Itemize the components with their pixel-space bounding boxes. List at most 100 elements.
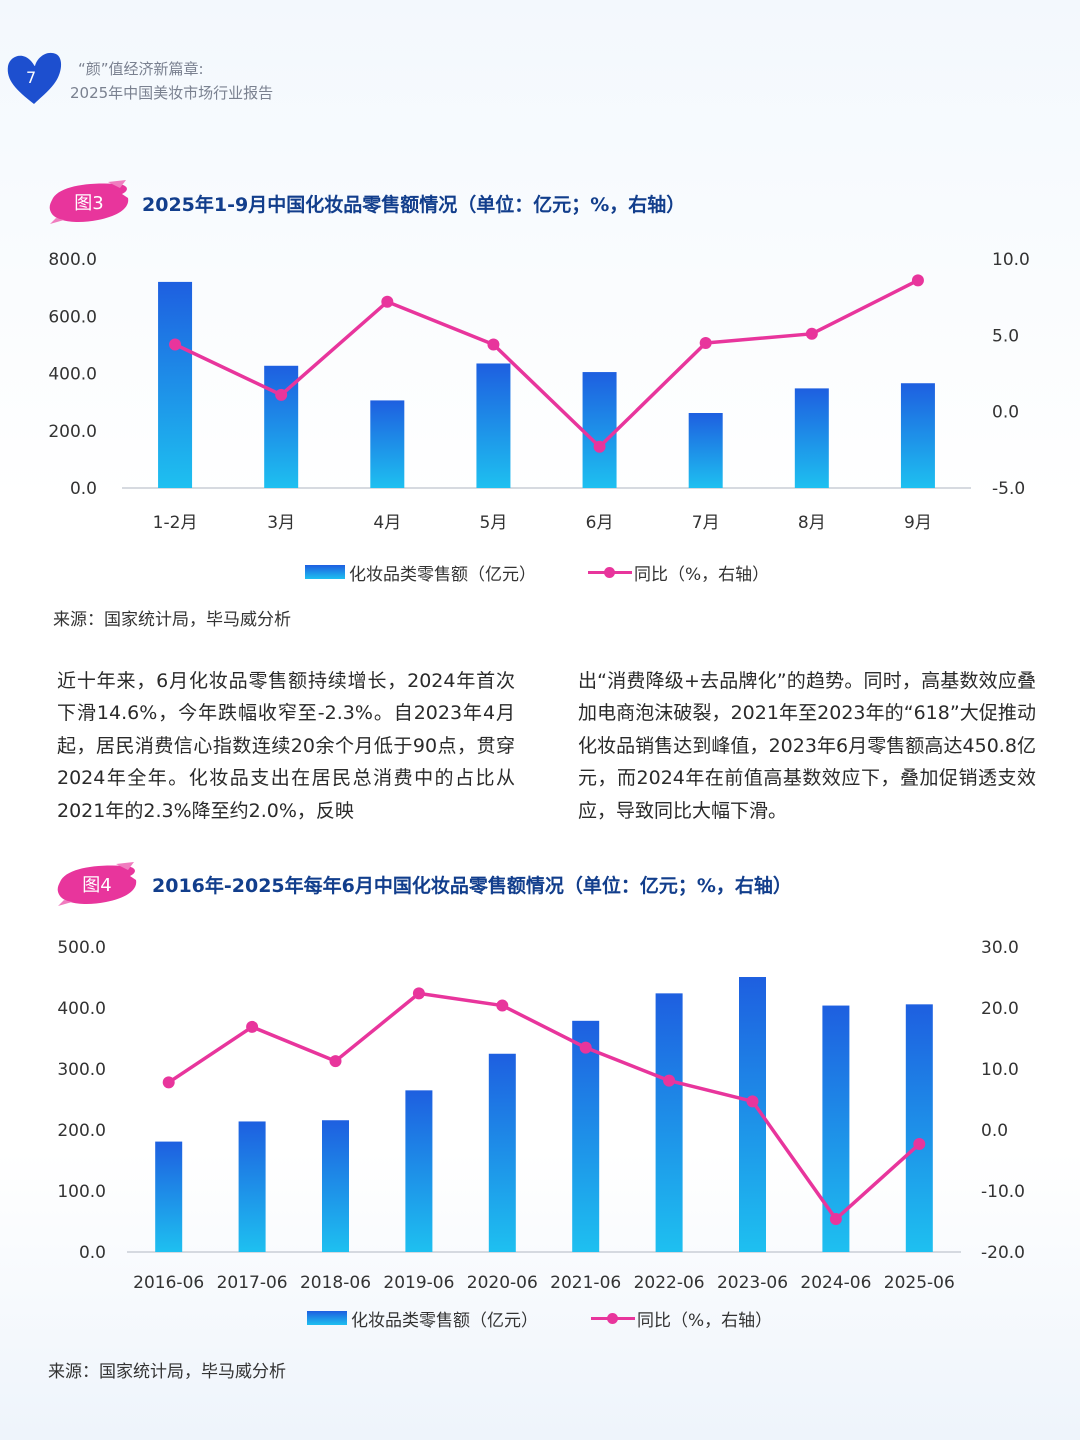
y-right-tick-label: 0.0 xyxy=(981,1121,1008,1141)
y-left-tick-label: 300.0 xyxy=(57,1060,106,1080)
bar-2017-06 xyxy=(238,1121,266,1252)
yoy-line xyxy=(167,991,921,1221)
figure3-title: 2025年1-9月中国化妆品零售额情况（单位：亿元；%，右轴） xyxy=(142,194,686,216)
yoy-point-8月 xyxy=(805,327,818,340)
yoy-point-7月 xyxy=(699,336,712,349)
y-right-tick-label: 0.0 xyxy=(992,403,1019,423)
bar-5月 xyxy=(476,363,511,488)
bar-2019-06 xyxy=(405,1090,433,1252)
figure4-chart-svg: 0.0 100.0 200.0 300.0 400.0 500.0 -20.0 -10.0 0.… xyxy=(57,938,1025,1293)
yoy-point-2021-06 xyxy=(579,1041,592,1054)
y-left-tick-label: 800.0 xyxy=(48,250,97,270)
y-right-tick-label: 30.0 xyxy=(981,938,1019,958)
bar-2021-06 xyxy=(572,1020,600,1252)
legend-item-sales: 化妆品类零售额（亿元） xyxy=(305,557,536,587)
report-title-line2: 2025年中国美妆市场行业报告 xyxy=(70,84,274,102)
y-right-tick-label: 10.0 xyxy=(981,1060,1019,1080)
bar-8月 xyxy=(794,388,829,488)
y-left-tick-label: 100.0 xyxy=(57,1182,106,1202)
x-tick-label: 2017-06 xyxy=(217,1273,288,1293)
y-left-tick-label: 400.0 xyxy=(57,999,106,1019)
bar-2016-06 xyxy=(155,1141,183,1252)
bar-1-2月 xyxy=(158,281,193,488)
figure3-chart-svg: 0.0 200.0 400.0 600.0 800.0 -5.0 0.0 5.0 10.0 1-2… xyxy=(48,250,1030,533)
x-tick-label: 2016-06 xyxy=(133,1273,204,1293)
y-left-tick-label: 200.0 xyxy=(57,1121,106,1141)
x-tick-label: 7月 xyxy=(692,513,720,533)
legend-item-yoy: 同比（%，右轴） xyxy=(588,557,769,587)
figure4-tag-label: 图4 xyxy=(82,875,112,896)
x-tick-label: 1-2月 xyxy=(153,513,198,533)
report-title-line1: “颜”值经济新篇章: xyxy=(78,60,204,78)
y-right-tick-label: -10.0 xyxy=(981,1182,1025,1202)
page-number: 7 xyxy=(26,68,37,87)
yoy-point-2019-06 xyxy=(412,987,425,1000)
y-left-tick-label: 500.0 xyxy=(57,938,106,958)
x-tick-label: 6月 xyxy=(586,513,614,533)
yoy-point-2025-06 xyxy=(913,1138,926,1151)
legend-item-sales: 化妆品类零售额（亿元） xyxy=(307,1303,538,1333)
x-tick-label: 2024-06 xyxy=(800,1273,871,1293)
x-tick-label: 8月 xyxy=(798,513,826,533)
yoy-point-9月 xyxy=(911,274,924,287)
y-right-tick-label: -20.0 xyxy=(981,1243,1025,1263)
x-tick-label: 2018-06 xyxy=(300,1273,371,1293)
bar-2022-06 xyxy=(655,993,683,1252)
brush-stroke-icon xyxy=(49,180,129,224)
x-tick-label: 2021-06 xyxy=(550,1273,621,1293)
yoy-point-2023-06 xyxy=(746,1095,759,1108)
figure4-title: 2016年-2025年每年6月中国化妆品零售额情况（单位：亿元；%，右轴） xyxy=(152,875,792,897)
figure3-legend: 化妆品类零售额（亿元） 同比（%，右轴） xyxy=(0,557,1080,587)
y-left-tick-label: 600.0 xyxy=(48,307,97,327)
yoy-point-2018-06 xyxy=(329,1055,342,1068)
bar-2020-06 xyxy=(488,1053,516,1252)
x-tick-label: 2025-06 xyxy=(884,1273,955,1293)
yoy-line xyxy=(174,278,919,449)
legend-line-swatch xyxy=(591,1311,635,1325)
legend-label-yoy: 同比（%，右轴） xyxy=(634,564,770,585)
bar-4月 xyxy=(370,400,405,488)
heart-icon xyxy=(7,52,62,104)
y-left-tick-label: 400.0 xyxy=(48,365,97,385)
y-left-tick-label: 0.0 xyxy=(79,1243,106,1263)
x-tick-label: 2019-06 xyxy=(383,1273,454,1293)
brush-stroke-icon xyxy=(57,862,137,906)
yoy-point-5月 xyxy=(487,338,500,351)
y-right-tick-label: -5.0 xyxy=(992,479,1025,499)
bar-2018-06 xyxy=(322,1120,349,1252)
x-tick-label: 2023-06 xyxy=(717,1273,788,1293)
yoy-point-2017-06 xyxy=(246,1020,259,1033)
y-right-tick-label: 5.0 xyxy=(992,326,1019,346)
body-text-left: 近十年来，6月化妆品零售额持续增长，2024年首次下滑14.6%，今年跌幅收窄至… xyxy=(57,670,515,822)
yoy-point-4月 xyxy=(381,295,394,308)
figure4-chart: 0.0 100.0 200.0 300.0 400.0 500.0 -20.0 -10.0 0.… xyxy=(0,930,1080,1300)
figure3-tag-label: 图3 xyxy=(74,193,104,214)
legend-line-swatch xyxy=(588,565,632,579)
bar-9月 xyxy=(900,383,935,488)
yoy-point-3月 xyxy=(275,388,288,401)
bar-7月 xyxy=(688,413,723,488)
bar-2025-06 xyxy=(905,1004,933,1252)
x-tick-label: 4月 xyxy=(373,513,401,533)
figure4-tag: 图4 xyxy=(56,860,138,908)
figure4-legend: 化妆品类零售额（亿元） 同比（%，右轴） xyxy=(0,1303,1080,1333)
yoy-point-1-2月 xyxy=(169,338,182,351)
x-tick-label: 9月 xyxy=(904,513,932,533)
x-tick-label: 3月 xyxy=(267,513,295,533)
legend-bar-swatch xyxy=(305,565,345,579)
y-right-tick-label: 20.0 xyxy=(981,999,1019,1019)
figure3-chart: 0.0 200.0 400.0 600.0 800.0 -5.0 0.0 5.0 10.0 1-2… xyxy=(0,240,1080,540)
yoy-point-2020-06 xyxy=(496,999,509,1012)
legend-label-sales: 化妆品类零售额（亿元） xyxy=(349,564,536,585)
bar-6月 xyxy=(582,372,617,488)
y-right-tick-label: 10.0 xyxy=(992,250,1030,270)
legend-label-yoy: 同比（%，右轴） xyxy=(637,1310,773,1331)
x-tick-label: 5月 xyxy=(480,513,508,533)
yoy-point-2022-06 xyxy=(663,1074,676,1087)
page-header: 7 “颜”值经济新篇章: 2025年中国美妆市场行业报告 xyxy=(0,40,600,120)
body-text-right: 出“消费降级+去品牌化”的趋势。同时，高基数效应叠加电商泡沫破裂，2021年至2… xyxy=(578,670,1036,822)
legend-item-yoy: 同比（%，右轴） xyxy=(591,1303,772,1333)
yoy-point-2024-06 xyxy=(829,1213,842,1226)
y-left-tick-label: 0.0 xyxy=(70,479,97,499)
x-tick-label: 2020-06 xyxy=(467,1273,538,1293)
